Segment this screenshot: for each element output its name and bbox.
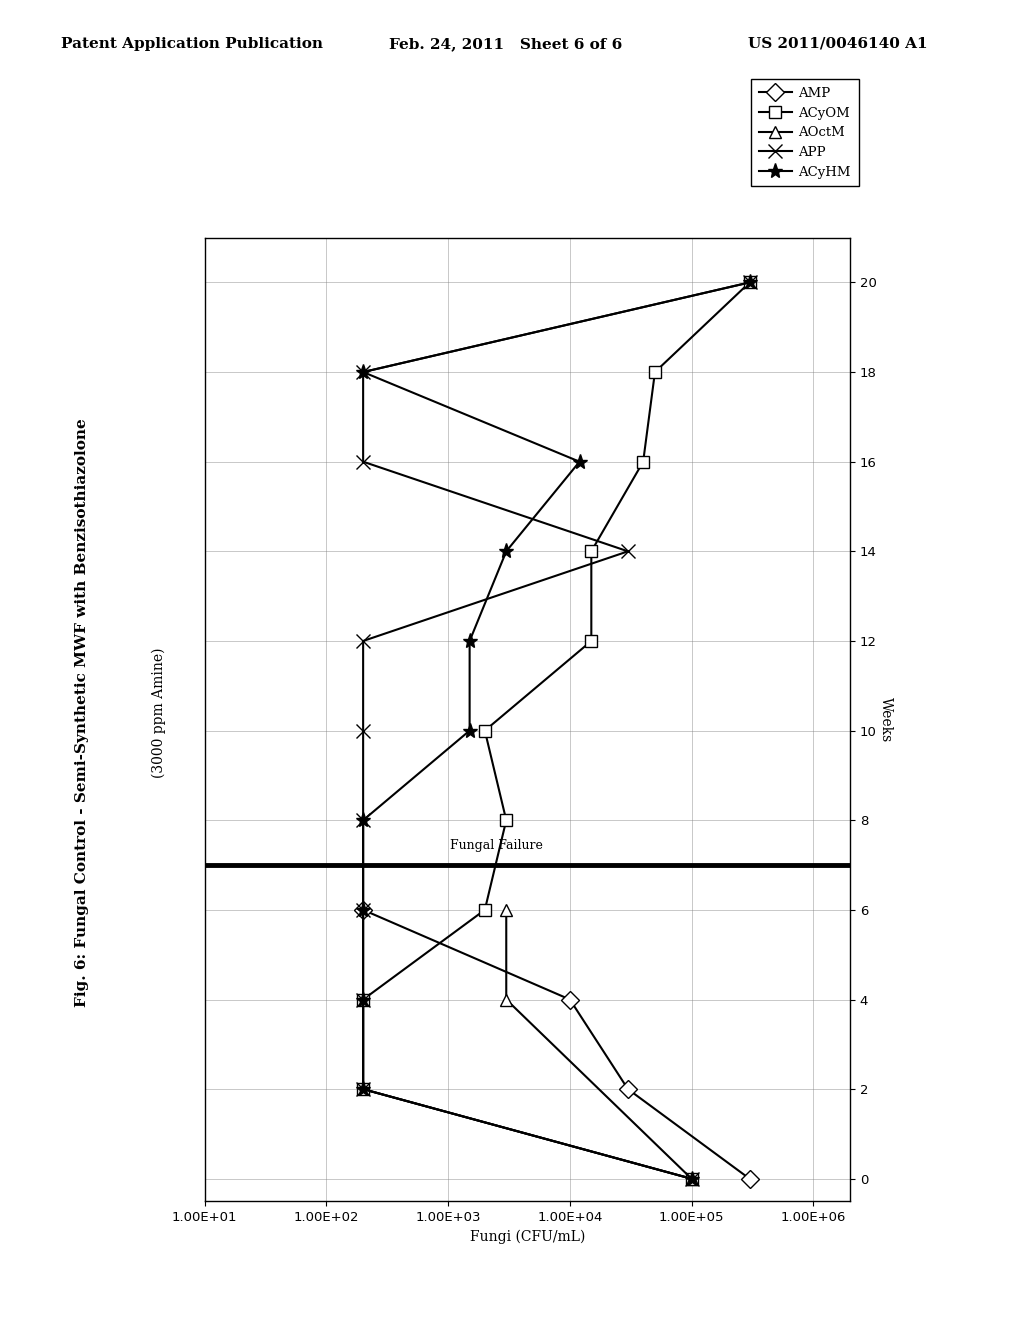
APP <box>357 722 370 738</box>
APP <box>357 454 370 470</box>
ACyOM <box>500 812 512 828</box>
ACyHM <box>464 722 476 738</box>
AMP <box>564 991 577 1007</box>
ACyOM <box>637 454 649 470</box>
ACyHM <box>357 902 370 917</box>
ACyHM <box>573 454 586 470</box>
Text: US 2011/0046140 A1: US 2011/0046140 A1 <box>748 37 927 51</box>
ACyOM <box>357 1081 370 1097</box>
APP <box>357 902 370 917</box>
AOctM <box>500 991 512 1007</box>
AMP <box>622 1081 634 1097</box>
ACyHM <box>357 364 370 380</box>
APP <box>357 634 370 649</box>
X-axis label: Fungi (CFU/mL): Fungi (CFU/mL) <box>470 1229 585 1243</box>
Y-axis label: Weeks: Weeks <box>880 697 893 742</box>
ACyHM <box>500 544 512 560</box>
ACyOM <box>357 991 370 1007</box>
Text: Fig. 6: Fungal Control - Semi-Synthetic MWF with Benzisothiazolone: Fig. 6: Fungal Control - Semi-Synthetic … <box>75 418 89 1007</box>
Line: APP: APP <box>356 276 757 1185</box>
Text: Feb. 24, 2011   Sheet 6 of 6: Feb. 24, 2011 Sheet 6 of 6 <box>389 37 623 51</box>
Legend: AMP, ACyOM, AOctM, APP, ACyHM: AMP, ACyOM, AOctM, APP, ACyHM <box>751 79 859 186</box>
ACyHM <box>357 991 370 1007</box>
APP <box>357 1081 370 1097</box>
Line: ACyOM: ACyOM <box>357 276 756 1185</box>
ACyHM <box>685 1171 697 1187</box>
ACyHM <box>357 1081 370 1097</box>
APP <box>357 812 370 828</box>
AMP <box>743 1171 756 1187</box>
Text: (3000 ppm Amine): (3000 ppm Amine) <box>152 648 166 777</box>
Text: Patent Application Publication: Patent Application Publication <box>61 37 324 51</box>
ACyOM <box>743 275 756 290</box>
APP <box>622 544 634 560</box>
Text: Fungal Failure: Fungal Failure <box>451 838 543 851</box>
ACyHM <box>357 812 370 828</box>
ACyOM <box>649 364 662 380</box>
APP <box>685 1171 697 1187</box>
ACyHM <box>743 275 756 290</box>
AMP <box>357 902 370 917</box>
ACyOM <box>585 634 597 649</box>
AOctM <box>685 1171 697 1187</box>
APP <box>743 275 756 290</box>
Line: ACyHM: ACyHM <box>355 275 758 1187</box>
AOctM <box>500 902 512 917</box>
ACyOM <box>685 1171 697 1187</box>
ACyHM <box>464 634 476 649</box>
ACyOM <box>585 544 597 560</box>
APP <box>357 991 370 1007</box>
ACyOM <box>478 722 490 738</box>
APP <box>357 364 370 380</box>
Line: AMP: AMP <box>357 904 756 1185</box>
Line: AOctM: AOctM <box>500 904 697 1185</box>
ACyOM <box>478 902 490 917</box>
